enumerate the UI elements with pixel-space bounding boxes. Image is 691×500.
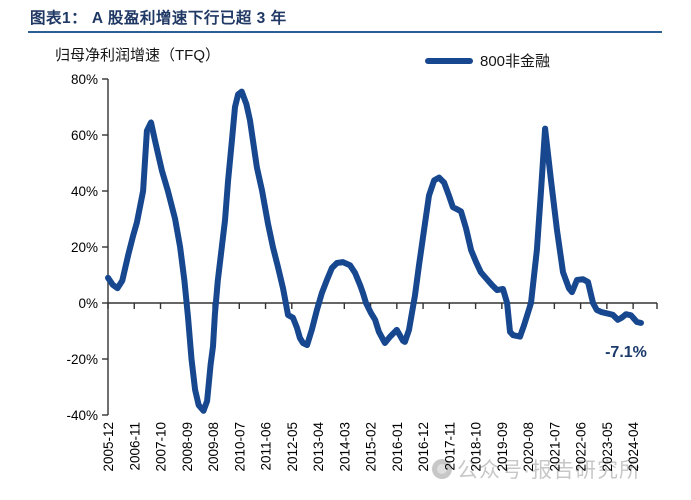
legend-line-swatch bbox=[425, 57, 473, 64]
last-value-annotation: -7.1% bbox=[605, 344, 647, 361]
y-tick-label: 80% bbox=[71, 72, 98, 87]
x-tick-label: 2015-02 bbox=[364, 422, 379, 472]
x-tick-label: 2005-12 bbox=[101, 422, 116, 472]
x-tick-label: 2008-09 bbox=[180, 422, 195, 472]
watermark-logo-icon bbox=[432, 459, 452, 479]
x-tick-label: 2011-06 bbox=[259, 422, 274, 471]
chart-axis-title: 归母净利润增速（TFQ） bbox=[55, 47, 220, 64]
x-tick-label: 2018-10 bbox=[469, 422, 484, 472]
legend: 800非金融 bbox=[425, 50, 550, 71]
x-tick-label: 2016-12 bbox=[416, 422, 431, 472]
legend-label: 800非金融 bbox=[480, 53, 551, 70]
x-tick-label: 2023-05 bbox=[600, 422, 615, 472]
watermark: 公众号·报告研究所 bbox=[432, 454, 641, 484]
x-tick-label: 2009-08 bbox=[206, 422, 221, 472]
x-tick-label: 2013-04 bbox=[311, 422, 326, 472]
x-tick-label: 2010-07 bbox=[232, 422, 247, 472]
figure-title: 图表1： A 股盈利增速下行已超 3 年 bbox=[30, 10, 287, 27]
x-tick-label: 2024-04 bbox=[626, 422, 641, 472]
y-tick-label: 40% bbox=[71, 184, 98, 199]
title-underline bbox=[28, 31, 662, 33]
x-tick-label: 2007-10 bbox=[154, 422, 169, 472]
y-tick-label: 60% bbox=[71, 128, 98, 143]
x-tick-label: 2020-08 bbox=[521, 422, 536, 472]
x-tick-label: 2012-05 bbox=[285, 422, 300, 472]
x-tick-label: 2019-09 bbox=[495, 422, 510, 472]
x-tick-label: 2006-11 bbox=[127, 422, 142, 471]
x-tick-label: 2022-06 bbox=[574, 422, 589, 472]
y-tick-label: -20% bbox=[66, 352, 98, 367]
series-line-800非金融 bbox=[105, 88, 644, 414]
x-tick-label: 2021-07 bbox=[547, 422, 562, 472]
x-tick-label: 2016-01 bbox=[390, 422, 405, 472]
x-tick-label: 2014-03 bbox=[337, 422, 352, 472]
watermark-text: 公众号·报告研究所 bbox=[457, 459, 641, 482]
x-tick-label: 2017-11 bbox=[442, 422, 457, 471]
y-tick-label: -40% bbox=[66, 408, 98, 423]
y-tick-label: 20% bbox=[71, 240, 98, 255]
y-tick-label: 0% bbox=[78, 296, 98, 311]
